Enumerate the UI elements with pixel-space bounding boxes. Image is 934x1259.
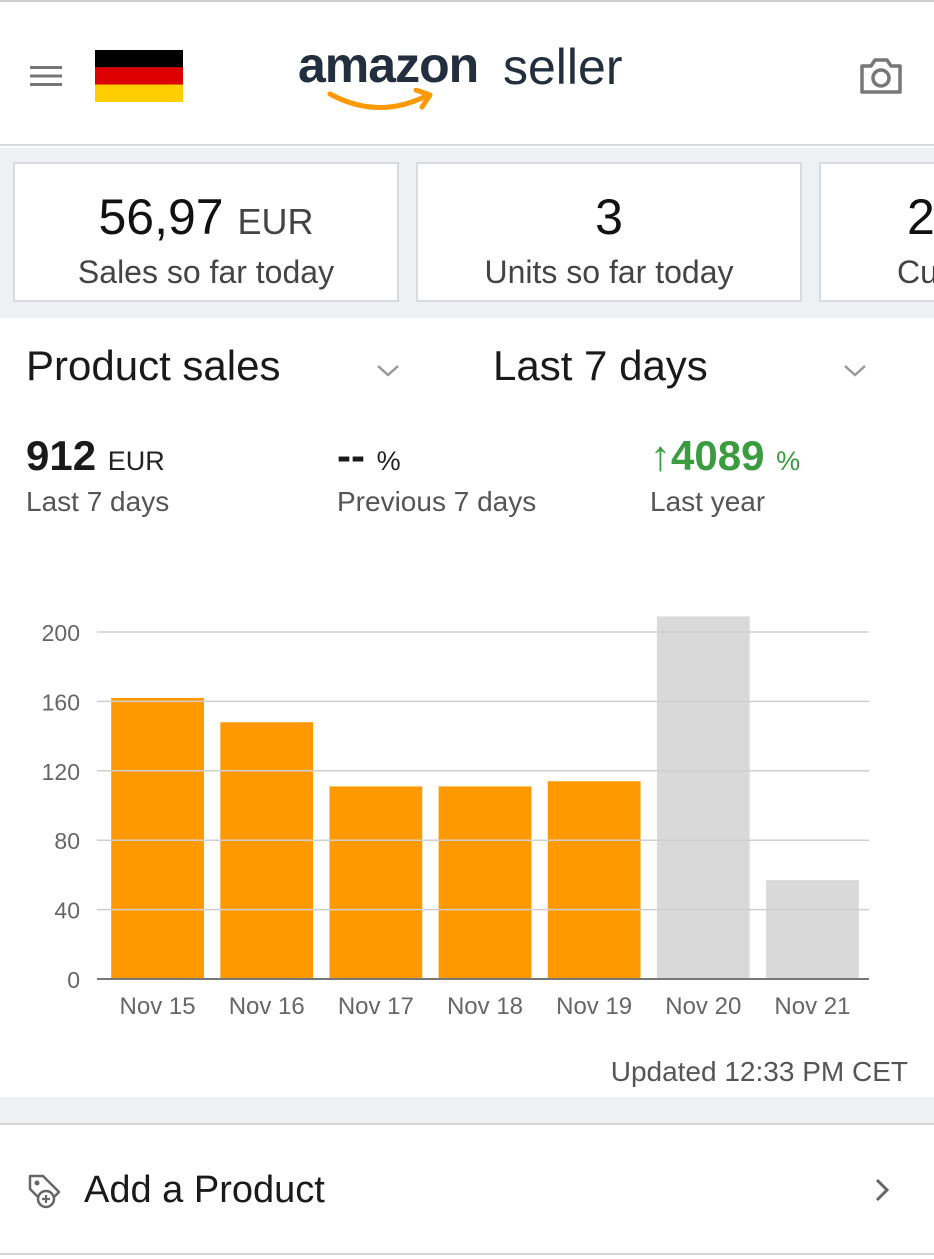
y-tick-label: 80 [54,828,80,854]
brand-amazon-text: amazon [298,37,479,93]
add-tag-icon [28,1174,61,1209]
hamburger-menu-icon[interactable] [28,62,64,90]
chart-bar[interactable] [438,786,532,979]
x-tick-label: Nov 21 [774,993,850,1020]
updated-timestamp: Updated 12:33 PM CET [610,1056,908,1087]
stat-value: 912 EUR [26,432,165,479]
app-header: amazon seller [0,0,934,146]
arrow-up-icon: ↑ [650,432,671,479]
x-tick-label: Nov 15 [120,993,196,1020]
kpi-label: Units so far today [484,254,734,290]
x-tick-label: Nov 19 [556,993,632,1020]
germany-flag-icon[interactable] [95,50,183,102]
y-tick-label: 120 [42,759,80,785]
period-dropdown-label: Last 7 days [493,342,708,389]
kpi-label: Sales so far today [77,254,335,290]
y-tick-label: 40 [54,898,80,924]
kpi-unit: EUR [237,201,314,242]
y-tick-label: 200 [42,620,80,646]
y-tick-label: 160 [42,689,80,715]
sales-bar-chart: 0 40 80 120 160 200 Nov 15 Nov 16 Nov 17 Nov 18 No… [42,616,869,1020]
kpi-card-partial[interactable]: 2 Cu [819,162,934,302]
stat-label: Last year [650,486,766,517]
chart-bar[interactable] [329,786,423,979]
stat-label: Last 7 days [26,486,170,517]
chart-bar[interactable] [766,880,859,979]
x-tick-label: Nov 17 [338,993,414,1020]
chart-bar[interactable] [656,616,750,979]
kpi-label: Cu [897,254,934,290]
metric-dropdown[interactable]: Product sales [26,342,416,402]
chevron-down-icon [377,365,399,377]
chart-bar[interactable] [547,781,641,979]
stat-value: ↑4089 % [650,432,801,479]
metric-dropdown-label: Product sales [26,342,281,389]
amazon-smile-icon [327,88,433,110]
stat-previous: -- % Previous 7 days [337,432,536,518]
x-tick-label: Nov 16 [229,993,305,1020]
add-product-row[interactable]: Add a Product [0,1127,934,1255]
stat-label: Previous 7 days [337,486,537,517]
stat-unit: EUR [107,446,165,476]
add-product-label: Add a Product [84,1169,325,1211]
chevron-right-icon [875,1178,890,1202]
amazon-seller-logo: amazon seller [298,36,638,116]
brand-seller-text: seller [503,39,623,95]
kpi-value: 56,97 EUR [98,189,314,245]
chart-bar[interactable] [220,722,314,979]
stat-current: 912 EUR Last 7 days [26,432,169,518]
stat-unit: % [776,446,801,476]
y-tick-label: 0 [67,967,80,993]
stat-value: -- % [337,432,401,479]
stat-unit: % [376,446,401,476]
kpi-value: 3 [595,189,623,245]
stat-last-year: ↑4089 % Last year [650,432,800,518]
section-divider [0,1097,934,1125]
chevron-down-icon [844,365,866,377]
x-tick-label: Nov 18 [447,993,523,1020]
chart-bar[interactable] [111,697,204,979]
kpi-card-sales[interactable]: 56,97 EUR Sales so far today [13,162,399,302]
kpi-strip: 56,97 EUR Sales so far today 3 Units so … [0,148,934,318]
kpi-card-units[interactable]: 3 Units so far today [416,162,802,302]
x-tick-label: Nov 20 [665,993,741,1020]
kpi-value: 2 [907,189,934,245]
camera-icon[interactable] [858,56,904,96]
period-dropdown[interactable]: Last 7 days [493,342,883,402]
